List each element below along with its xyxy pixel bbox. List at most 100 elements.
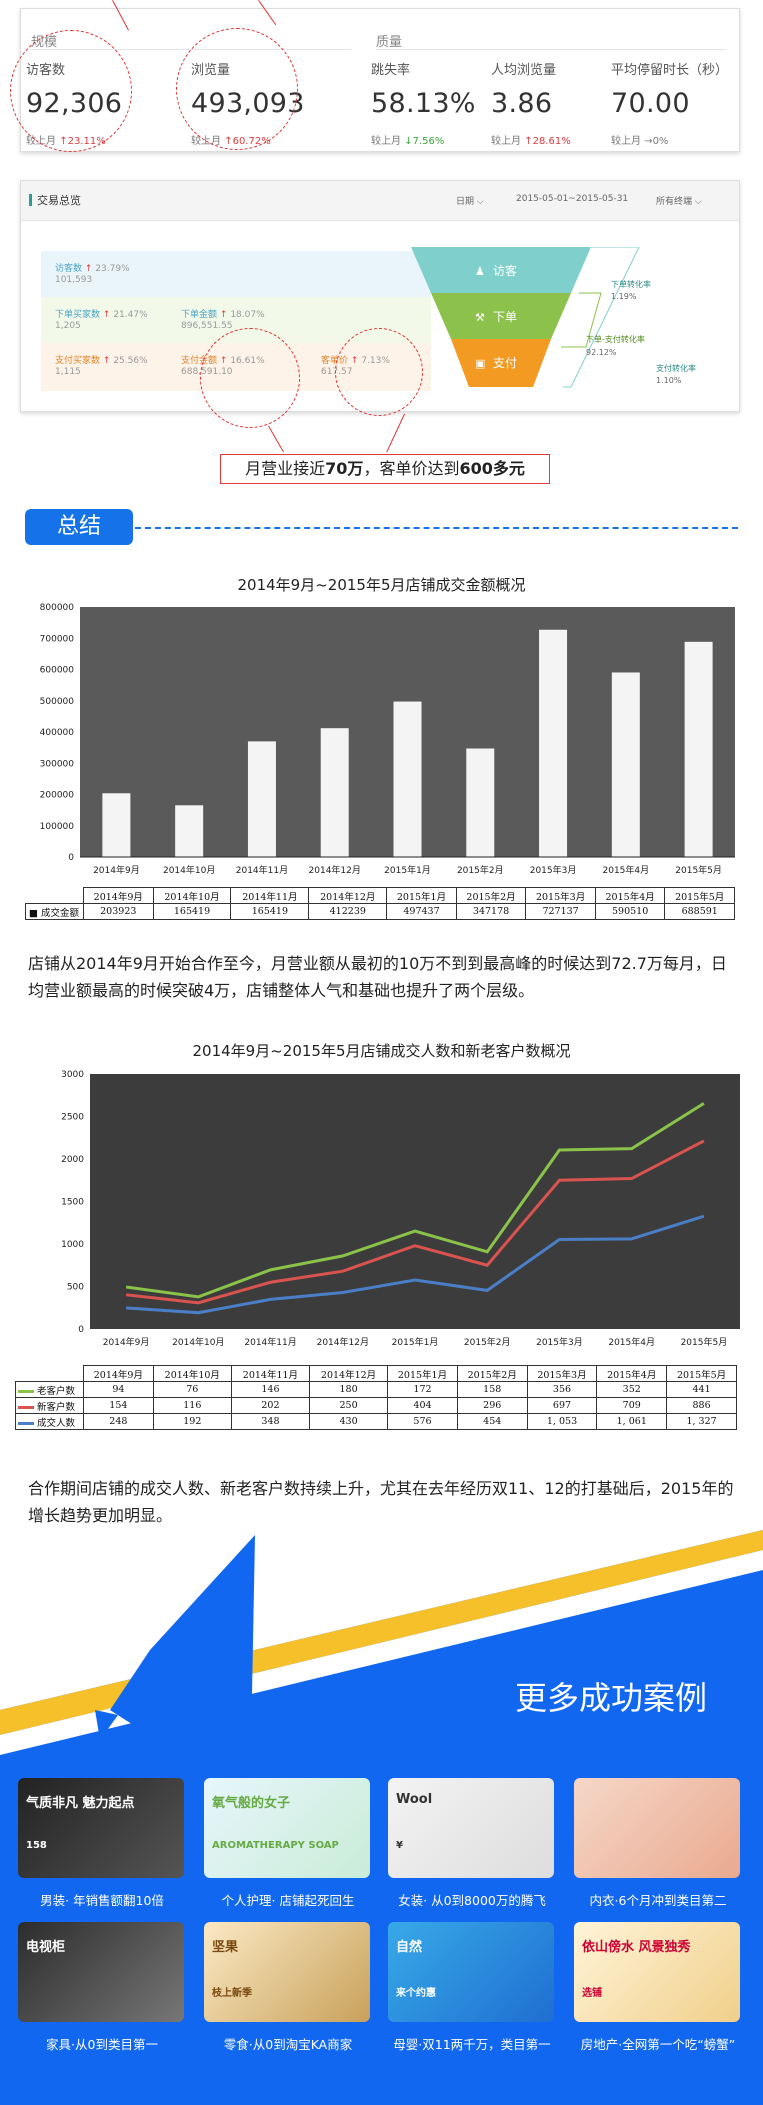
conv-order-label: 下单转化率 bbox=[611, 279, 651, 289]
case-caption[interactable]: 男装· 年销售额翻10倍 bbox=[40, 1893, 164, 1908]
table-cell: 497437 bbox=[386, 903, 457, 920]
y-tick-label: 100000 bbox=[40, 822, 75, 832]
y-tick-label: 3000 bbox=[61, 1070, 84, 1080]
x-tick-label: 2014年11月 bbox=[236, 864, 288, 876]
highlight-circle bbox=[335, 328, 423, 416]
case-card[interactable]: 自然 来个约惠 母婴·双11两千万，类目第一 bbox=[388, 1922, 556, 2053]
case-caption[interactable]: 零食·从0到淘宝KA商家 bbox=[223, 2037, 353, 2052]
case-card[interactable]: 依山傍水 风景独秀 选铺 房地产·全网第一个吃“螃蟹” bbox=[574, 1922, 742, 2053]
conv-order-value: 1.19% bbox=[611, 292, 637, 301]
table-cell: 250 bbox=[308, 1397, 389, 1414]
table-header: 2015年1月 bbox=[387, 1365, 458, 1382]
metric-compare: 较上月 ↑28.61% bbox=[491, 136, 571, 147]
x-tick-label: 2015年2月 bbox=[457, 864, 504, 876]
table-header: 2015年4月 bbox=[594, 887, 666, 904]
case-image-subtext: 来个约惠 bbox=[396, 1988, 436, 1999]
case-caption[interactable]: 女装· 从0到8000万的腾飞 bbox=[398, 1893, 546, 1908]
series-line bbox=[126, 1214, 705, 1315]
table-cell: 709 bbox=[596, 1397, 668, 1414]
case-caption[interactable]: 家具·从0到类目第一 bbox=[46, 2037, 158, 2052]
case-image-text: 氧气般的女子 bbox=[212, 1796, 291, 1811]
case-image-text: 气质非凡 魅力起点 bbox=[26, 1796, 135, 1811]
table-cell: 430 bbox=[308, 1413, 389, 1430]
case-image[interactable] bbox=[574, 1778, 740, 1878]
y-tick-label: 600000 bbox=[40, 666, 75, 676]
case-card[interactable]: 坚果 枝上新季 零食·从0到淘宝KA商家 bbox=[204, 1922, 372, 2053]
case-image-text: 坚果 bbox=[212, 1940, 239, 1955]
y-tick-label: 2000 bbox=[61, 1155, 84, 1165]
x-tick-label: 2014年10月 bbox=[172, 1336, 224, 1348]
case-caption[interactable]: 个人护理· 店铺起死回生 bbox=[221, 1893, 355, 1908]
table-cell: 886 bbox=[666, 1397, 737, 1414]
x-tick-label: 2014年9月 bbox=[103, 1336, 150, 1348]
funnel-pay-label: 支付 bbox=[493, 356, 517, 370]
user-icon: ♟ bbox=[475, 265, 485, 278]
table-cell: 697 bbox=[526, 1397, 598, 1414]
summary-tag: 总结 bbox=[25, 509, 133, 545]
order-buyers-value: 1,205 bbox=[55, 321, 81, 331]
bar bbox=[102, 793, 131, 857]
conv-pay-value: 1.10% bbox=[656, 376, 682, 385]
metric-compare: 较上月 →0% bbox=[611, 136, 669, 147]
table-header: 2015年2月 bbox=[455, 887, 527, 904]
case-image[interactable]: 电视柜 bbox=[18, 1922, 184, 2022]
table-cell: 203923 bbox=[83, 903, 154, 920]
case-image-text: Wool bbox=[396, 1792, 433, 1807]
case-image-subtext: 枝上新季 bbox=[212, 1988, 252, 1999]
metric-2: 跳失率 58.13% 较上月 ↓7.56% bbox=[371, 59, 476, 147]
case-card[interactable]: 电视柜 家具·从0到类目第一 bbox=[18, 1922, 186, 2053]
case-caption[interactable]: 内衣·6个月冲到类目第二 bbox=[589, 1893, 727, 1908]
series-label: 成交人数 bbox=[15, 1413, 84, 1430]
case-card[interactable]: 氧气般的女子 AROMATHERAPY SOAP 个人护理· 店铺起死回生 bbox=[204, 1778, 372, 1909]
table-header: 2015年5月 bbox=[666, 1365, 737, 1382]
case-card[interactable]: Wool ¥ 女装· 从0到8000万的腾飞 bbox=[388, 1778, 556, 1909]
y-tick-label: 700000 bbox=[40, 634, 75, 644]
metric-4: 平均停留时长（秒） 70.00 较上月 →0% bbox=[611, 59, 728, 147]
funnel-order-label: 下单 bbox=[493, 310, 517, 324]
case-image[interactable]: 氧气般的女子 AROMATHERAPY SOAP bbox=[204, 1778, 370, 1878]
table-cell: 1, 061 bbox=[596, 1413, 668, 1430]
table-cell: 441 bbox=[666, 1381, 737, 1398]
series-line bbox=[125, 1102, 705, 1299]
case-card[interactable]: 内衣·6个月冲到类目第二 bbox=[574, 1778, 742, 1909]
table-header: 2014年10月 bbox=[152, 887, 232, 904]
x-tick-label: 2014年10月 bbox=[163, 864, 215, 876]
metric-name: 跳失率 bbox=[371, 63, 411, 78]
case-image[interactable]: Wool ¥ bbox=[388, 1778, 554, 1878]
case-image[interactable]: 自然 来个约惠 bbox=[388, 1922, 554, 2022]
table-cell: 352 bbox=[596, 1381, 668, 1398]
case-caption[interactable]: 母婴·双11两千万，类目第一 bbox=[393, 2037, 551, 2052]
customers-data-table: 2014年9月 2014年10月 2014年11月 2014年12月 2015年1月 20… bbox=[15, 1365, 737, 1430]
x-tick-label: 2015年1月 bbox=[392, 1336, 439, 1348]
y-tick-label: 800000 bbox=[40, 603, 75, 613]
table-cell: 347178 bbox=[455, 903, 527, 920]
date-selector[interactable]: 日期 ⌵ bbox=[456, 197, 484, 207]
table-cell: 1, 327 bbox=[666, 1413, 737, 1430]
pay-amount-key: 支付金额 bbox=[181, 356, 218, 366]
y-tick-label: 1000 bbox=[61, 1240, 84, 1250]
x-tick-label: 2015年4月 bbox=[608, 1336, 655, 1348]
order-amount-pct: 18.07% bbox=[230, 310, 265, 320]
table-cell: 727137 bbox=[525, 903, 596, 920]
series-label: ■ 成交金额 bbox=[25, 903, 84, 920]
case-image[interactable]: 依山傍水 风景独秀 选铺 bbox=[574, 1922, 740, 2022]
table-header: 2015年1月 bbox=[386, 887, 457, 904]
summary-paragraph-1: 店铺从2014年9月开始合作至今，月营业额从最初的10万不到到最高峰的时候达到7… bbox=[28, 954, 727, 1000]
conv-orderpay-value: 92.12% bbox=[586, 348, 617, 357]
case-card[interactable]: 气质非凡 魅力起点 158 男装· 年销售额翻10倍 bbox=[18, 1778, 186, 1909]
pay-buyers-pct: 25.56% bbox=[113, 356, 148, 366]
unit-price-key: 客单价 bbox=[321, 356, 349, 366]
table-cell: 154 bbox=[83, 1397, 154, 1414]
case-image[interactable]: 坚果 枝上新季 bbox=[204, 1922, 370, 2022]
x-tick-label: 2015年2月 bbox=[464, 1336, 511, 1348]
table-cell: 356 bbox=[526, 1381, 598, 1398]
table-cell: 404 bbox=[387, 1397, 458, 1414]
revenue-data-table: 2014年9月 2014年10月 2014年11月 2014年12月 2015年1月 20… bbox=[25, 887, 735, 920]
table-cell: 116 bbox=[152, 1397, 232, 1414]
metric-compare: 较上月 ↓7.56% bbox=[371, 136, 445, 147]
visitor-row: 访客数 ↑ 23.79% 101,593 bbox=[41, 251, 431, 297]
case-caption[interactable]: 房地产·全网第一个吃“螃蟹” bbox=[580, 2037, 736, 2052]
terminal-selector[interactable]: 所有终端 ⌵ bbox=[656, 197, 702, 207]
order-buyers-key: 下单买家数 bbox=[55, 310, 101, 320]
case-image[interactable]: 气质非凡 魅力起点 158 bbox=[18, 1778, 184, 1878]
